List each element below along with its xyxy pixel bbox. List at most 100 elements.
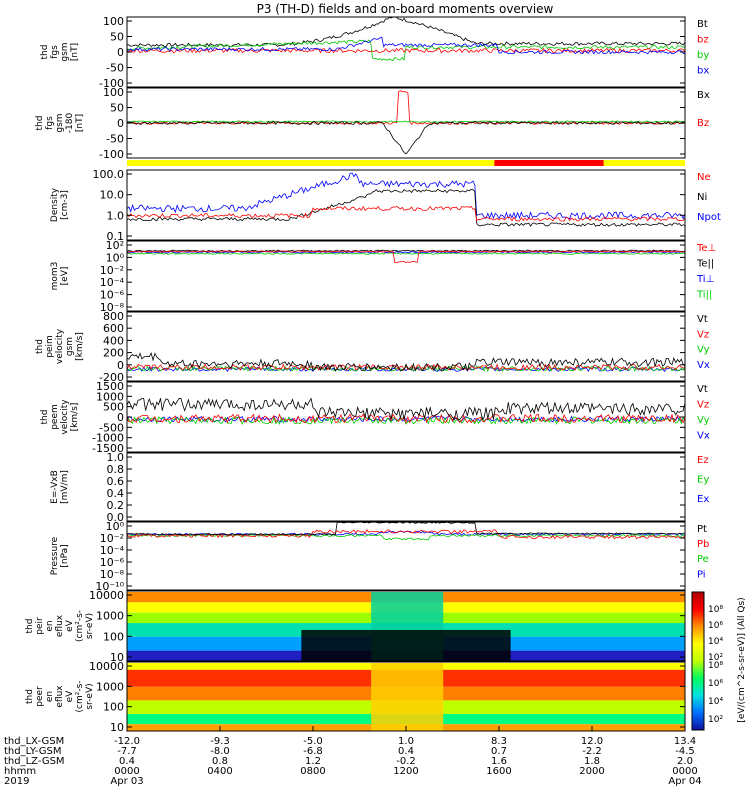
y-tick-label: 100 [103, 701, 124, 714]
y-tick-label: 10 [110, 721, 124, 734]
y-axis-label: eflux [55, 614, 65, 637]
ephemeris-value: -8.0 [210, 746, 230, 757]
colorbar-tick-label: 10⁶ [708, 621, 723, 631]
legend-entry: Ez [697, 455, 709, 466]
y-axis-label: [cm-3] [60, 190, 70, 220]
spectrogram-event-region [371, 663, 444, 731]
ephemeris-value: 1.6 [491, 756, 507, 767]
panel-efield: 1.00.80.60.40.20.0 E=-VxB [mV/m] Ez Ey Ex [50, 451, 709, 524]
year-label: 2019 [4, 776, 29, 787]
ephemeris-value: -12.0 [114, 736, 140, 747]
series-line [126, 534, 686, 541]
y-tick-label: 0 [117, 359, 124, 372]
y-tick-label: 100 [103, 15, 124, 28]
y-tick-label: 100 [103, 630, 124, 643]
series-line [126, 415, 686, 426]
y-tick-label: 10⁻⁸ [100, 568, 125, 581]
legend-entry: Vx [697, 431, 710, 442]
legend-entry: Pb [697, 539, 709, 550]
ephemeris-value: 8.3 [491, 736, 507, 747]
legend-entry: Vt [697, 384, 708, 395]
legend-entry: Te|| [696, 259, 714, 270]
y-axis-label: eflux [55, 685, 65, 708]
y-tick-label: 10⁻¹⁰ [95, 580, 124, 593]
panel-fgs: 100 50 0 -50 -100 thd fgs gsm [nT] Bt bz by bx [40, 15, 709, 90]
y-tick-label: 10⁻⁸ [100, 301, 125, 314]
y-tick-label: 10⁰ [106, 251, 125, 264]
y-axis-label: thd [25, 689, 35, 704]
y-axis-label: thd [40, 45, 50, 60]
ephemeris-label: thd_LZ-GSM [4, 756, 65, 767]
y-axis-label: sr-eV) [85, 613, 95, 639]
y-tick-label: 10.0 [100, 189, 125, 202]
y-tick-label: 10⁻² [100, 532, 124, 545]
start-date-label: Apr 03 [110, 776, 143, 787]
y-axis-label: [nT] [75, 114, 85, 132]
colorbar [691, 591, 705, 731]
panel-fgs-angles: 100 50 0 -50 -100 thd fgs gsm -180 [nT] Bx Bz [35, 86, 710, 161]
y-tick-label: 0.8 [107, 463, 125, 476]
y-tick-label: 0.0 [107, 511, 125, 524]
y-tick-label: 50 [110, 31, 124, 44]
ephemeris-value: 1600 [486, 766, 511, 777]
legend-entry: Te⊥ [696, 243, 716, 254]
y-tick-label: 10⁻⁴ [100, 276, 125, 289]
legend-entry: Bx [697, 90, 710, 101]
y-tick-label: 0 [117, 46, 124, 59]
y-tick-label: -1000 [92, 432, 124, 445]
ephemeris-label: thd_LY-GSM [4, 746, 61, 757]
y-axis-label: gsm [65, 337, 75, 356]
legend-entry: Ne [697, 172, 711, 183]
legend-entry: Ti|| [696, 290, 712, 301]
y-tick-label: 10² [106, 239, 124, 252]
y-axis-label: E=-VxB [50, 470, 60, 504]
y-axis-label: velocity [55, 328, 65, 364]
y-tick-label: 10⁰ [106, 520, 125, 533]
panel-peer-spec: 10000 1000 100 10 thd peer en eflux eV (cm²-s-sr-… [25, 660, 686, 734]
colorbar-tick-label: 10² [708, 653, 723, 663]
panel-peir-spec: 10000 1000 100 10 thd peir en eflux eV (cm²-s-sr-… [25, 589, 686, 664]
legend-entry: Vy [697, 345, 710, 356]
ephemeris-value: 0.7 [491, 746, 507, 757]
chart-title: P3 (TH-D) fields and on-board moments ov… [257, 2, 554, 16]
y-tick-label: 100.0 [93, 168, 125, 181]
y-axis-label: thd [25, 619, 35, 634]
y-tick-label: 10 [110, 651, 124, 664]
ephemeris-value: -7.7 [117, 746, 137, 757]
ephemeris-value: -6.8 [303, 746, 323, 757]
y-tick-label: 100 [103, 86, 124, 99]
y-axis-label: thd [40, 410, 50, 425]
colorbar-tick-label: 10⁸ [708, 661, 723, 671]
status-bar [127, 160, 685, 166]
legend-entry: Ni [697, 192, 707, 203]
y-axis-label: thd [35, 339, 45, 354]
panel-frame [126, 452, 686, 522]
y-tick-label: -100 [99, 77, 124, 90]
ephemeris-value: -5.0 [303, 736, 323, 747]
y-tick-label: -500 [99, 421, 124, 434]
legend-entry: Pi [697, 569, 706, 580]
series-line [126, 252, 686, 255]
y-axis-label: [mV/m] [60, 470, 70, 504]
ephemeris-value: 0000 [114, 766, 139, 777]
ephemeris-value: 0800 [300, 766, 325, 777]
y-tick-label: 0.6 [107, 475, 125, 488]
y-tick-label: 1.0 [107, 451, 125, 464]
series-line [126, 205, 686, 222]
ephemeris-value: 13.4 [674, 736, 696, 747]
y-axis-label: peim [45, 335, 55, 358]
y-tick-label: 50 [110, 102, 124, 115]
panel-density: 100.0 10.0 1.0 0.1 Density [cm-3] Ne Ni Npot [50, 168, 721, 243]
series-line [126, 120, 686, 123]
legend-entry: Vz [697, 329, 709, 340]
y-tick-label: -1500 [92, 442, 124, 455]
series-line [126, 529, 686, 540]
series-line [126, 90, 686, 125]
colorbar-label: [eV/(cm^2-s-sr-eV)] (All Qs) [737, 597, 747, 722]
y-axis-label: peir [35, 617, 45, 635]
legend-entry: Vt [697, 314, 708, 325]
y-axis-label: [nT] [70, 43, 80, 61]
y-axis-label: fgs [45, 116, 55, 130]
y-tick-label: 0 [117, 411, 124, 424]
